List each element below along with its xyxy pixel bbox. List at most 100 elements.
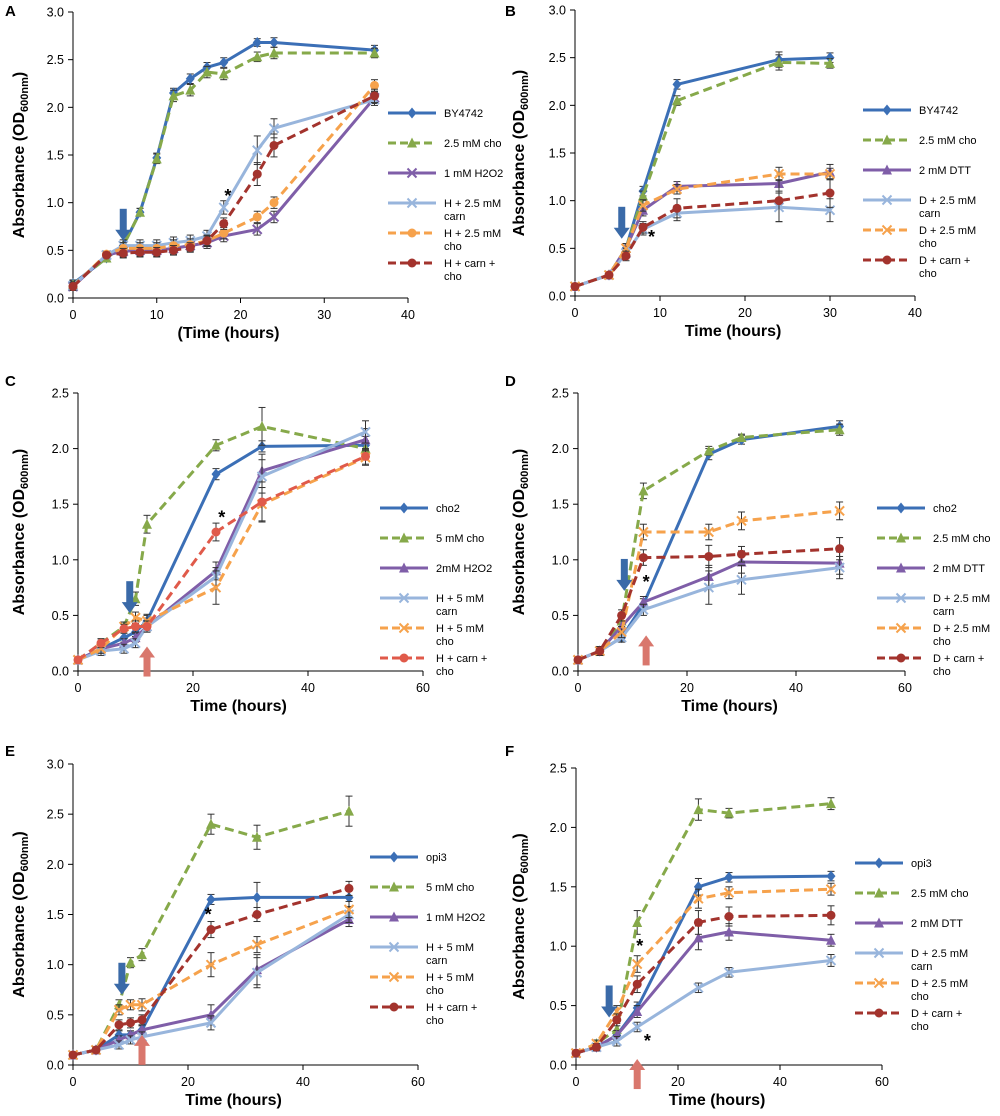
- x-axis-title: Time (hours): [185, 1092, 282, 1109]
- circle-marker: [595, 646, 605, 656]
- arrow-head: [601, 1006, 618, 1018]
- legend-label: H + 2.5 mM: [444, 228, 501, 240]
- panel-E: E 0.0 0.5 1.0 1.5 2.0 2.5 3.0 0 20 40 60 Time (hours…: [5, 743, 485, 1109]
- y-tick-label: 1.5: [47, 149, 64, 163]
- legend-label: D + 2.5 mM: [911, 978, 968, 990]
- legend-label: cho: [436, 636, 454, 648]
- x-tick-label: 20: [671, 1075, 685, 1089]
- y-title-subscript: 600nm: [19, 454, 31, 489]
- legend-label: 2 mM DTT: [911, 918, 963, 930]
- x-tick-label: 40: [773, 1075, 787, 1089]
- y-title-suffix: ): [11, 449, 28, 454]
- y-axis-title: Absorbance (OD600nm): [11, 449, 31, 615]
- legend-label: D + 2.5 mM: [933, 623, 990, 635]
- x-marker: [693, 982, 704, 993]
- arrow-shaft: [633, 1069, 641, 1090]
- x-marker: [895, 592, 907, 604]
- triangle-marker: [142, 518, 152, 529]
- circle-marker: [137, 1015, 147, 1025]
- y-tick-label: 0.0: [47, 292, 64, 306]
- x-tick-label: 40: [908, 306, 922, 320]
- y-title-subscript: 600nm: [519, 838, 531, 873]
- circle-marker: [142, 622, 152, 632]
- diamond-marker: [874, 857, 884, 869]
- arrow-head: [139, 646, 155, 658]
- y-tick-label: 2.0: [47, 101, 64, 115]
- legend-label: D + 2.5 mM: [919, 225, 976, 237]
- circle-marker: [896, 653, 906, 663]
- y-tick-label: 1.0: [550, 940, 567, 954]
- circle-marker: [370, 91, 379, 101]
- triangle-marker: [252, 51, 263, 62]
- x-marker: [268, 211, 280, 223]
- diamond-marker: [825, 52, 835, 64]
- series-d-2-5-mm-cho: [572, 501, 845, 666]
- blue-arrow: [613, 206, 630, 239]
- x-marker: [113, 1039, 125, 1051]
- diamond-marker: [252, 891, 262, 903]
- legend-label: carn: [919, 208, 940, 220]
- circle-marker: [119, 624, 129, 634]
- circle-marker: [570, 281, 580, 291]
- x-marker: [205, 1017, 217, 1029]
- x-tick-label: 60: [875, 1075, 889, 1089]
- diamond-marker: [826, 870, 836, 882]
- x-marker: [638, 526, 649, 538]
- circle-marker: [68, 282, 78, 292]
- blue-arrow: [616, 558, 633, 591]
- y-title-prefix: Absorbance (OD: [511, 489, 528, 615]
- circle-marker: [737, 549, 746, 559]
- x-marker: [398, 592, 410, 604]
- y-title-suffix: ): [511, 449, 528, 454]
- y-tick-label: 2.5: [47, 808, 64, 822]
- x-marker: [118, 643, 130, 654]
- triangle-marker: [218, 68, 229, 79]
- triangle-marker: [632, 916, 643, 927]
- y-axis-title: Absorbance (OD600nm): [11, 72, 31, 238]
- legend-label: BY4742: [919, 105, 958, 117]
- y-tick-label: 1.5: [47, 908, 64, 922]
- legend-label: 2.5 mM cho: [444, 138, 501, 150]
- series-line: [77, 455, 367, 662]
- legend-label: 2mM H2O2: [436, 563, 492, 575]
- circle-marker: [638, 222, 648, 232]
- circle-marker: [621, 251, 631, 261]
- y-tick-label: 1.5: [52, 498, 69, 512]
- circle-marker: [835, 544, 845, 554]
- series-d-2-5-mm-carn: [572, 555, 845, 666]
- legend-label: 2 mM DTT: [919, 165, 971, 177]
- x-marker: [268, 123, 280, 134]
- x-marker: [130, 637, 141, 649]
- legend-label: carn: [444, 211, 465, 223]
- arrow-shaft: [642, 645, 650, 666]
- y-title-prefix: Absorbance (OD: [11, 871, 28, 997]
- circle-marker: [135, 247, 145, 257]
- triangle-marker: [369, 47, 380, 58]
- legend-label: H + carn +: [426, 1002, 477, 1014]
- y-title-suffix: ): [11, 831, 28, 836]
- legend-label: D + 2.5 mM: [933, 593, 990, 605]
- legend-label: cho: [426, 1015, 444, 1027]
- x-marker: [251, 967, 263, 978]
- circle-marker: [131, 622, 140, 632]
- legend-label: cho: [911, 991, 929, 1003]
- y-title-suffix: ): [11, 72, 28, 77]
- circle-marker: [389, 1002, 399, 1012]
- blue-arrow: [601, 985, 618, 1018]
- circle-marker: [68, 1050, 78, 1060]
- arrow-shaft: [119, 208, 127, 231]
- circle-marker: [219, 228, 229, 238]
- arrow-head: [115, 229, 132, 241]
- diamond-marker: [882, 104, 892, 116]
- triangle-marker: [206, 818, 216, 829]
- legend-label: opi3: [426, 852, 447, 864]
- blue-arrow: [121, 581, 138, 614]
- triangle-marker: [399, 562, 409, 573]
- circle-marker: [407, 258, 417, 268]
- series-line: [575, 887, 832, 1055]
- diamond-marker: [119, 632, 129, 644]
- legend-label: 1 mM H2O2: [426, 912, 485, 924]
- triangle-marker: [185, 84, 196, 95]
- circle-marker: [825, 188, 835, 198]
- y-tick-label: 0.5: [47, 1008, 64, 1022]
